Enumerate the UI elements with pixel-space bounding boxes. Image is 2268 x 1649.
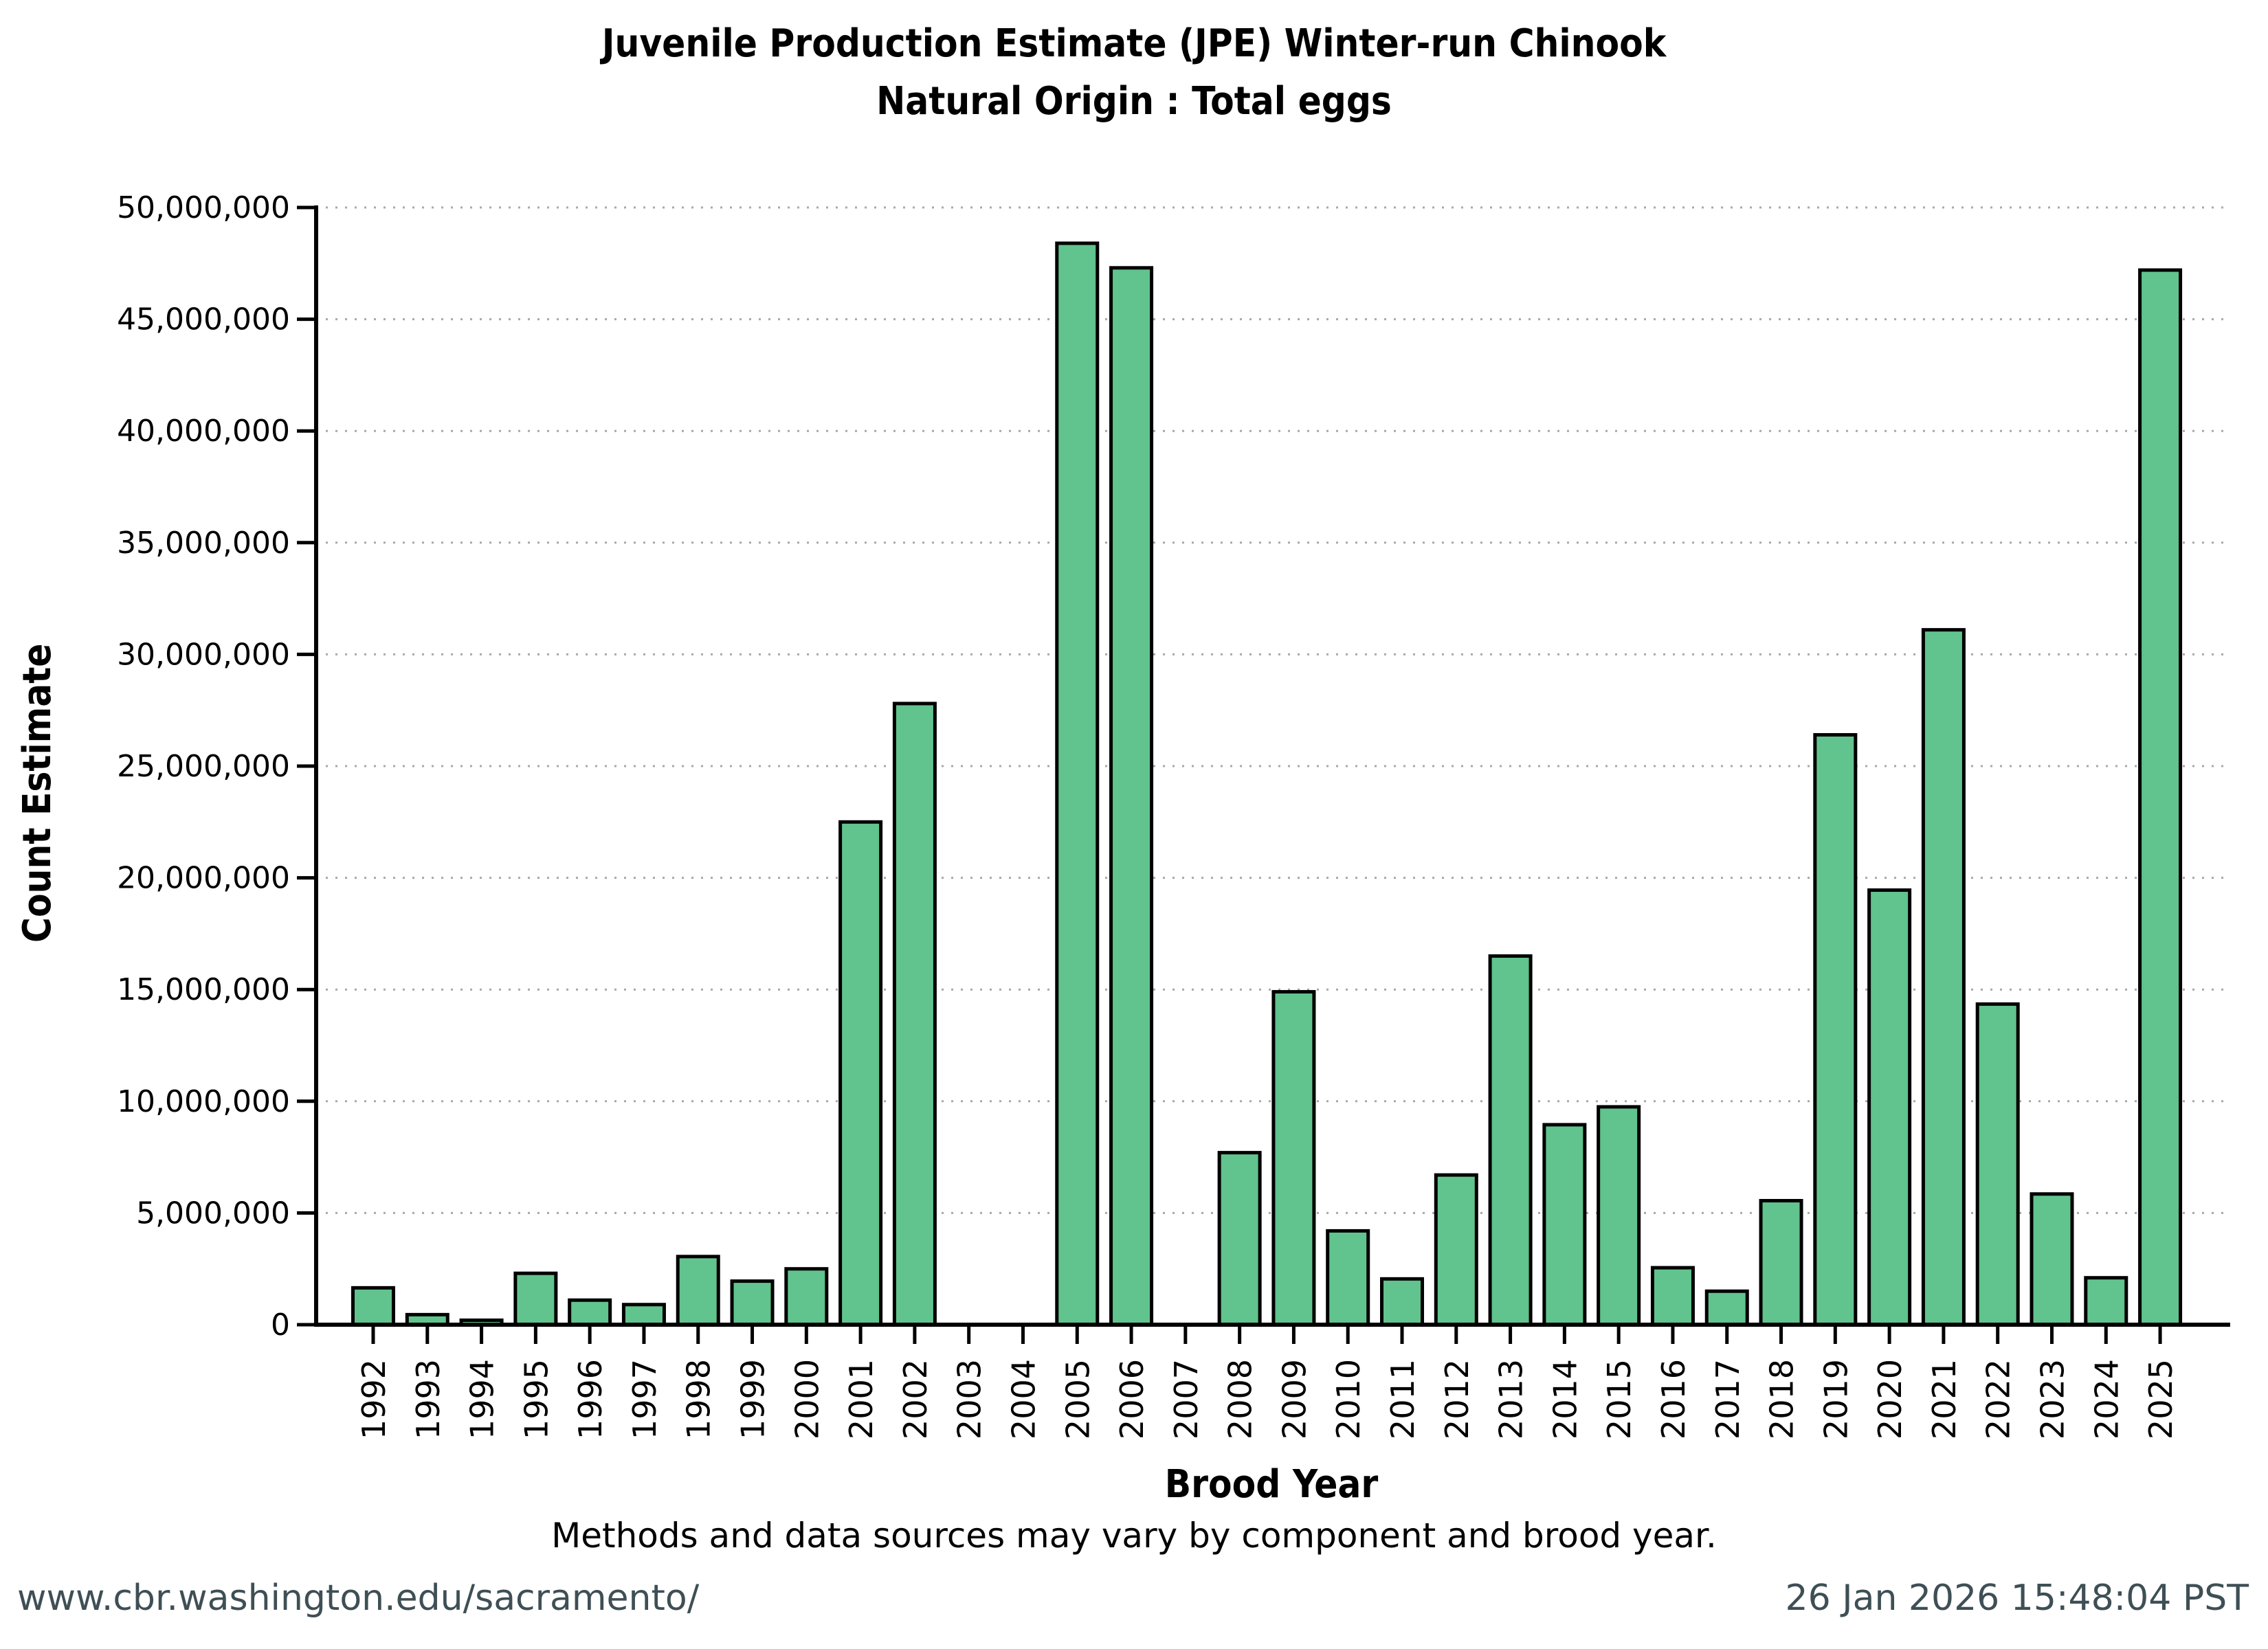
x-tick-label: 1996 [572,1359,609,1439]
x-tick-label: 2023 [2034,1359,2071,1439]
bar-2021 [1921,628,1966,1327]
x-tick-label: 2001 [843,1359,880,1439]
bar-2016 [1650,1266,1695,1327]
x-tick-label: 2011 [1384,1359,1421,1439]
x-tick-label: 1994 [464,1359,501,1439]
x-tick-label: 1992 [355,1359,392,1439]
chart-title-line-1: Juvenile Production Estimate (JPE) Winte… [601,21,1667,66]
x-tick-label: 1999 [735,1359,772,1439]
bar-1995 [513,1271,558,1327]
x-tick-label: 2015 [1601,1359,1638,1439]
footer-url: www.cbr.washington.edu/sacramento/ [17,1578,700,1619]
bar-2009 [1271,989,1316,1327]
x-tick-label: 2016 [1655,1359,1692,1439]
bar-2008 [1217,1151,1262,1327]
x-axis-label: Brood Year [1164,1462,1379,1507]
bar-2011 [1380,1277,1425,1327]
bar-2002 [892,702,937,1327]
y-tick-label: 5,000,000 [136,1196,290,1231]
x-tick-label: 2007 [1168,1359,1205,1439]
bar-2022 [1975,1002,2020,1327]
y-tick-label: 15,000,000 [117,972,290,1007]
bar-1998 [676,1255,720,1327]
x-tick-label: 2024 [2088,1359,2125,1439]
bar-2006 [1109,266,1154,1327]
bar-1997 [621,1303,666,1327]
x-tick-label: 2018 [1764,1359,1801,1439]
bar-1999 [730,1279,775,1327]
y-tick-label: 35,000,000 [117,526,290,561]
x-tick-label: 2014 [1546,1359,1583,1439]
x-tick-label: 2010 [1330,1359,1367,1439]
bar-2014 [1542,1123,1587,1327]
x-tick-label: 2005 [1059,1359,1096,1439]
x-tick-label: 1997 [626,1359,663,1439]
bar-2018 [1759,1199,1803,1327]
x-tick-label: 2025 [2142,1359,2179,1439]
bar-2012 [1434,1173,1478,1327]
x-tick-label: 2013 [1493,1359,1530,1439]
x-tick-label: 2021 [1926,1359,1963,1439]
x-tick-label: 1993 [410,1359,447,1439]
x-tick-label: 2017 [1709,1359,1746,1439]
x-tick-label: 2020 [1871,1359,1909,1439]
y-tick-label: 40,000,000 [117,414,290,449]
x-tick-label: 2000 [788,1359,825,1439]
bar-2019 [1813,732,1858,1327]
chart-title-line-2: Natural Origin : Total eggs [876,79,1392,124]
y-tick-label: 25,000,000 [117,749,290,784]
x-tick-label: 2003 [951,1359,988,1439]
y-tick-label: 20,000,000 [117,861,290,896]
bar-2025 [2138,268,2183,1327]
x-tick-label: 2019 [1817,1359,1854,1439]
x-tick-label: 2022 [1980,1359,2017,1439]
x-tick-label: 2004 [1005,1359,1042,1439]
methods-note: Methods and data sources may vary by com… [551,1516,1717,1556]
x-tick-label: 2009 [1276,1359,1313,1439]
bar-2024 [2084,1276,2128,1327]
bar-1992 [351,1286,395,1327]
bar-2010 [1326,1229,1370,1327]
bar-2005 [1055,241,1100,1327]
x-tick-label: 1995 [518,1359,555,1439]
bar-2001 [838,820,883,1327]
bar-2020 [1867,888,1912,1327]
y-tick-label: 0 [271,1308,290,1343]
footer-timestamp: 26 Jan 2026 15:48:04 PST [1785,1578,2249,1619]
bar-2013 [1488,954,1533,1327]
x-tick-label: 2012 [1438,1359,1476,1439]
x-tick-label: 2006 [1113,1359,1150,1439]
bar-2000 [784,1267,829,1327]
bar-1996 [568,1298,612,1327]
y-tick-label: 50,000,000 [117,190,290,225]
bar-2023 [2030,1192,2074,1327]
x-tick-label: 2002 [897,1359,934,1439]
y-tick-label: 45,000,000 [117,302,290,337]
y-tick-label: 10,000,000 [117,1084,290,1119]
y-tick-label: 30,000,000 [117,637,290,672]
x-tick-label: 1998 [680,1359,718,1439]
bar-2017 [1704,1289,1749,1327]
x-tick-label: 2008 [1222,1359,1259,1439]
bar-2015 [1597,1105,1641,1327]
